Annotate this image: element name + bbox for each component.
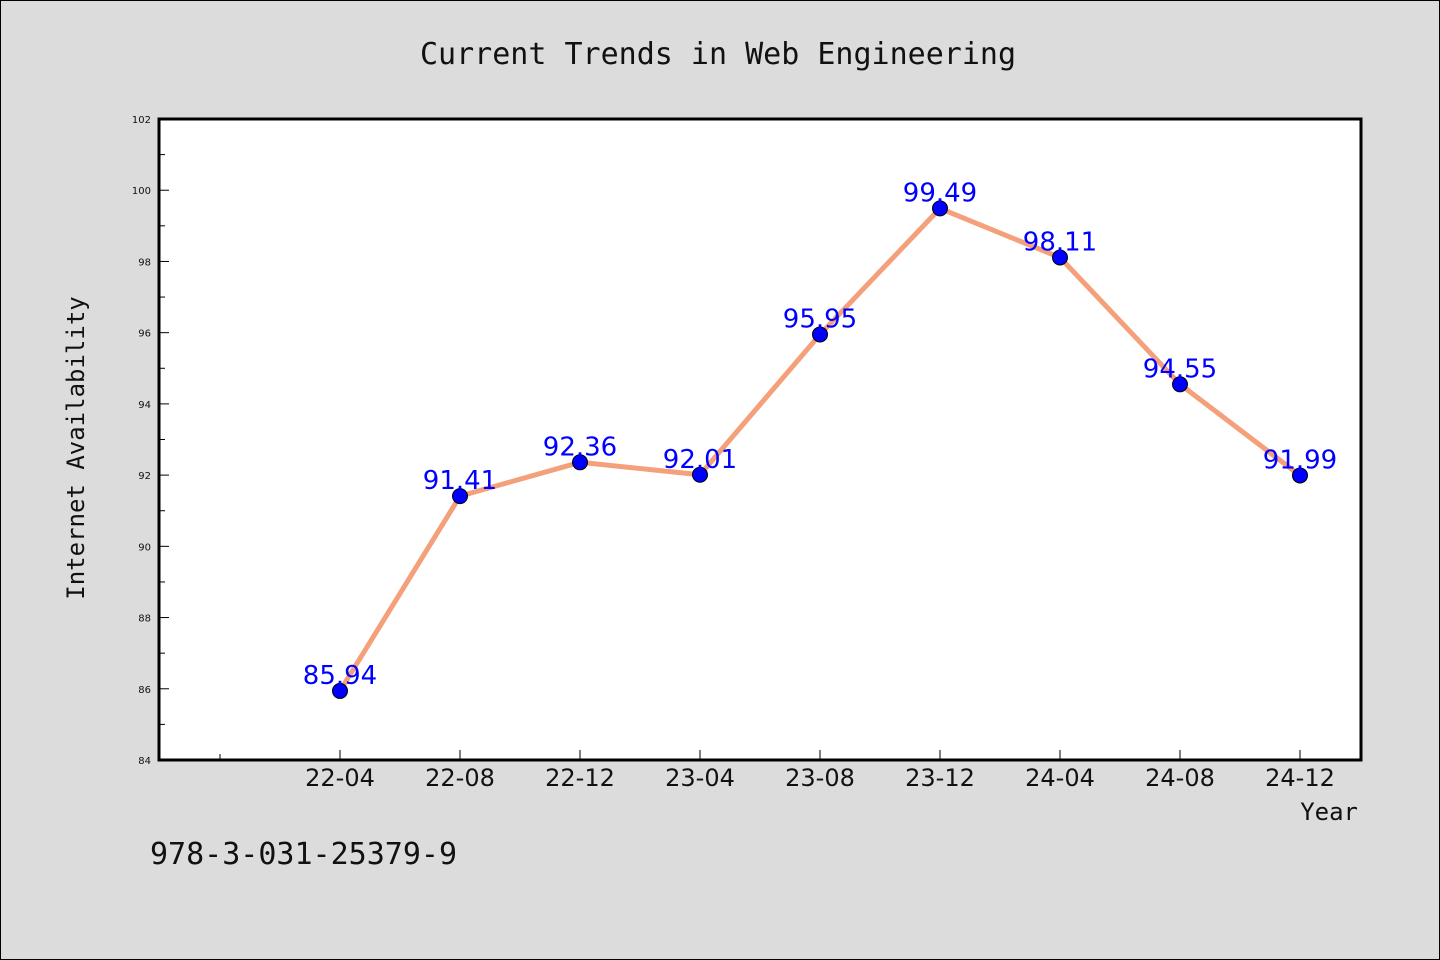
x-tick-label: 22-04 <box>305 764 375 792</box>
x-tick-label: 22-12 <box>545 764 615 792</box>
data-point <box>1052 249 1068 266</box>
y-tick-label: 88 <box>138 614 151 625</box>
x-tick-label: 22-08 <box>425 764 495 792</box>
x-tick-label: 23-12 <box>905 764 975 792</box>
x-tick-label: 23-08 <box>785 764 855 792</box>
data-point <box>1172 376 1188 393</box>
x-tick-label: 24-08 <box>1145 764 1215 792</box>
isbn-note: 978-3-031-25379-9 <box>150 837 457 872</box>
data-labels: 85.94 91.41 92.36 92.01 95.95 99.49 98.11 94.55… <box>303 178 1337 691</box>
data-label: 95.95 <box>783 304 857 334</box>
y-axis: 84 86 88 90 92 94 96 98 100 102 <box>132 115 169 767</box>
y-tick-label: 96 <box>138 329 151 340</box>
data-label: 99.49 <box>903 178 977 208</box>
data-label: 94.55 <box>1143 354 1217 384</box>
y-tick-label: 94 <box>138 400 151 411</box>
y-tick-label: 86 <box>138 685 151 696</box>
data-point <box>452 488 468 505</box>
y-axis-title: Internet Availability <box>62 296 90 599</box>
data-label: 91.41 <box>423 466 497 496</box>
y-tick-label: 90 <box>138 542 151 553</box>
y-tick-label: 92 <box>138 471 151 482</box>
y-tick-label: 98 <box>138 257 151 268</box>
chart-title: Current Trends in Web Engineering <box>420 37 1016 72</box>
x-tick-label: 24-12 <box>1265 764 1335 792</box>
y-tick-label: 102 <box>132 115 151 126</box>
data-label: 98.11 <box>1023 228 1097 258</box>
y-tick-label: 100 <box>132 186 151 197</box>
data-label: 92.36 <box>543 432 617 462</box>
data-label: 92.01 <box>663 445 737 475</box>
data-label: 85.94 <box>303 661 377 691</box>
data-point <box>812 326 828 343</box>
data-point <box>572 454 588 471</box>
x-axis-title: Year <box>1300 798 1358 826</box>
data-markers <box>332 200 1308 699</box>
y-tick-label: 84 <box>138 756 151 767</box>
plot-area <box>157 117 1363 762</box>
data-point <box>1292 467 1308 484</box>
data-point <box>692 466 708 483</box>
x-axis: 22-04 22-08 22-12 23-04 23-08 23-12 24-04 24-08… <box>219 750 1335 792</box>
x-tick-label: 24-04 <box>1025 764 1095 792</box>
x-tick-label: 23-04 <box>665 764 735 792</box>
data-point <box>332 682 348 699</box>
data-point <box>932 200 948 217</box>
data-label: 91.99 <box>1263 445 1337 475</box>
